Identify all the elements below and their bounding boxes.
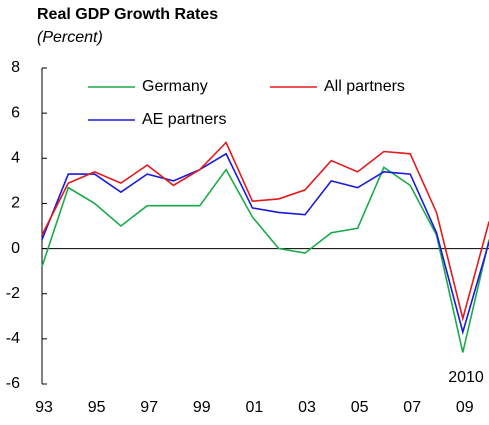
legend-label: All partners [324, 78, 405, 95]
annotation: 2010 [448, 369, 484, 386]
series-line [41, 166, 489, 353]
legend-label: Germany [142, 78, 208, 95]
legend-label: AE partners [142, 111, 226, 128]
x-tick-label: 01 [246, 399, 264, 416]
x-tick-label: 97 [140, 399, 158, 416]
x-tick-label: 03 [298, 399, 316, 416]
y-tick-label: -4 [6, 330, 20, 347]
y-tick-label: 6 [11, 104, 20, 121]
y-tick-label: 8 [11, 59, 20, 76]
y-tick-label: 0 [11, 240, 20, 257]
y-tick-label: -2 [6, 285, 20, 302]
x-tick-label: 99 [193, 399, 211, 416]
x-tick-label: 95 [88, 399, 106, 416]
x-tick-label: 07 [403, 399, 421, 416]
x-tick-label: 05 [351, 399, 369, 416]
series-line [41, 152, 489, 336]
chart-title: Real GDP Growth Rates [37, 6, 218, 23]
x-tick-label: 09 [456, 399, 474, 416]
y-tick-label: 4 [11, 150, 20, 167]
y-tick-label: -6 [6, 375, 20, 392]
y-tick-label: 2 [11, 195, 20, 212]
series-line [41, 141, 489, 322]
chart-subtitle: (Percent) [37, 29, 103, 46]
x-tick-label: 93 [35, 399, 53, 416]
